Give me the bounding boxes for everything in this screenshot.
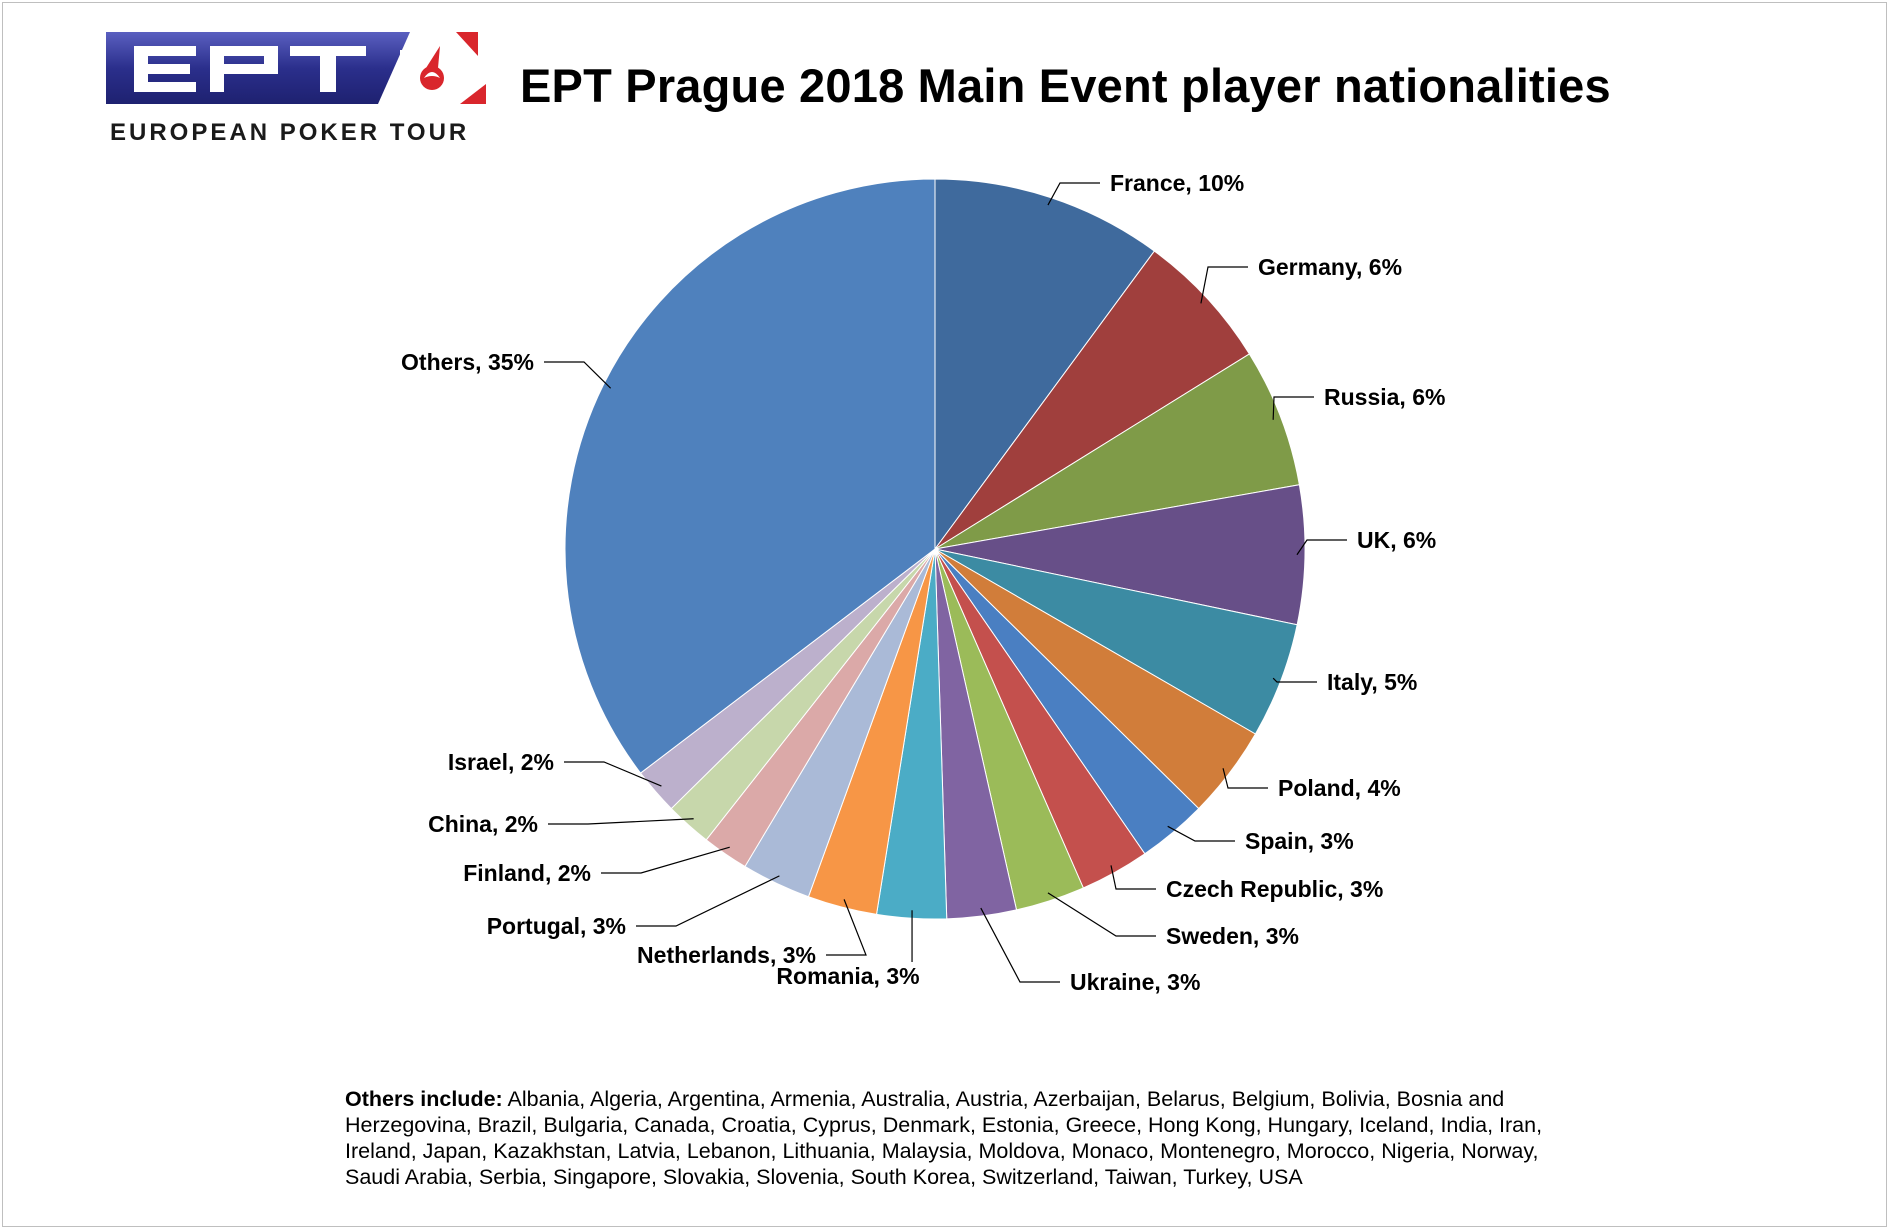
slice-label-finland: Finland, 2%: [463, 860, 591, 886]
slice-label-spain: Spain, 3%: [1245, 828, 1354, 854]
leader-line-portugal: [636, 875, 780, 927]
others-footnote: Others include: Albania, Algeria, Argent…: [345, 1086, 1565, 1190]
logo-wordmark: [134, 46, 366, 92]
leader-line-russia: [1272, 396, 1314, 420]
slice-label-italy: Italy, 5%: [1327, 669, 1417, 695]
leader-line-china: [548, 818, 694, 825]
leader-line-sweden: [1047, 892, 1156, 937]
leader-line-finland: [601, 846, 730, 874]
slice-label-netherlands: Netherlands, 3%: [637, 942, 816, 968]
chart-title: EPT Prague 2018 Main Event player nation…: [520, 59, 1611, 112]
slice-label-china: China, 2%: [428, 811, 538, 837]
slice-label-portugal: Portugal, 3%: [487, 913, 626, 939]
footnote-lead: Others include:: [345, 1087, 503, 1111]
leader-line-others: [544, 361, 612, 389]
pie-slice-others: [564, 178, 936, 774]
slice-label-russia: Russia, 6%: [1324, 384, 1445, 410]
slice-label-czech-republic: Czech Republic, 3%: [1166, 876, 1383, 902]
leader-line-poland: [1222, 768, 1268, 789]
leader-line-ukraine: [980, 907, 1060, 983]
footnote-text: Albania, Algeria, Argentina, Armenia, Au…: [345, 1087, 1543, 1189]
leader-line-italy: [1272, 677, 1317, 683]
leader-line-spain: [1167, 825, 1235, 842]
ept-logo: EUROPEAN POKER TOUR: [106, 28, 486, 146]
slice-label-sweden: Sweden, 3%: [1166, 923, 1299, 949]
pie-slice-russia: [934, 353, 1300, 550]
leader-line-netherlands: [826, 899, 867, 956]
pie-slices: [564, 178, 1306, 920]
slice-label-ukraine: Ukraine, 3%: [1070, 969, 1200, 995]
logo-star-mark: [400, 28, 486, 104]
leader-line-germany: [1200, 266, 1248, 304]
leader-line-israel: [564, 761, 662, 787]
slice-label-romania: Romania, 3%: [776, 963, 919, 989]
pie-leader-lines: [544, 182, 1347, 983]
pie-slice-uk: [934, 484, 1306, 626]
svg-text:EUROPEAN POKER TOUR: EUROPEAN POKER TOUR: [110, 119, 469, 146]
slice-label-others: Others, 35%: [401, 349, 534, 375]
leader-line-uk: [1296, 539, 1347, 556]
slice-label-germany: Germany, 6%: [1258, 254, 1402, 280]
pie-slice-germany: [934, 250, 1251, 550]
leader-line-czech-republic: [1110, 865, 1156, 890]
slice-label-poland: Poland, 4%: [1278, 775, 1401, 801]
pie-slice-france: [934, 178, 1156, 551]
leader-line-france: [1047, 182, 1100, 206]
pie-labels: France, 10% Germany, 6% Russia, 6% UK, 6% It…: [401, 170, 1445, 995]
slice-label-uk: UK, 6%: [1357, 527, 1436, 553]
slice-label-france: France, 10%: [1110, 170, 1244, 196]
slice-label-israel: Israel, 2%: [448, 749, 554, 775]
